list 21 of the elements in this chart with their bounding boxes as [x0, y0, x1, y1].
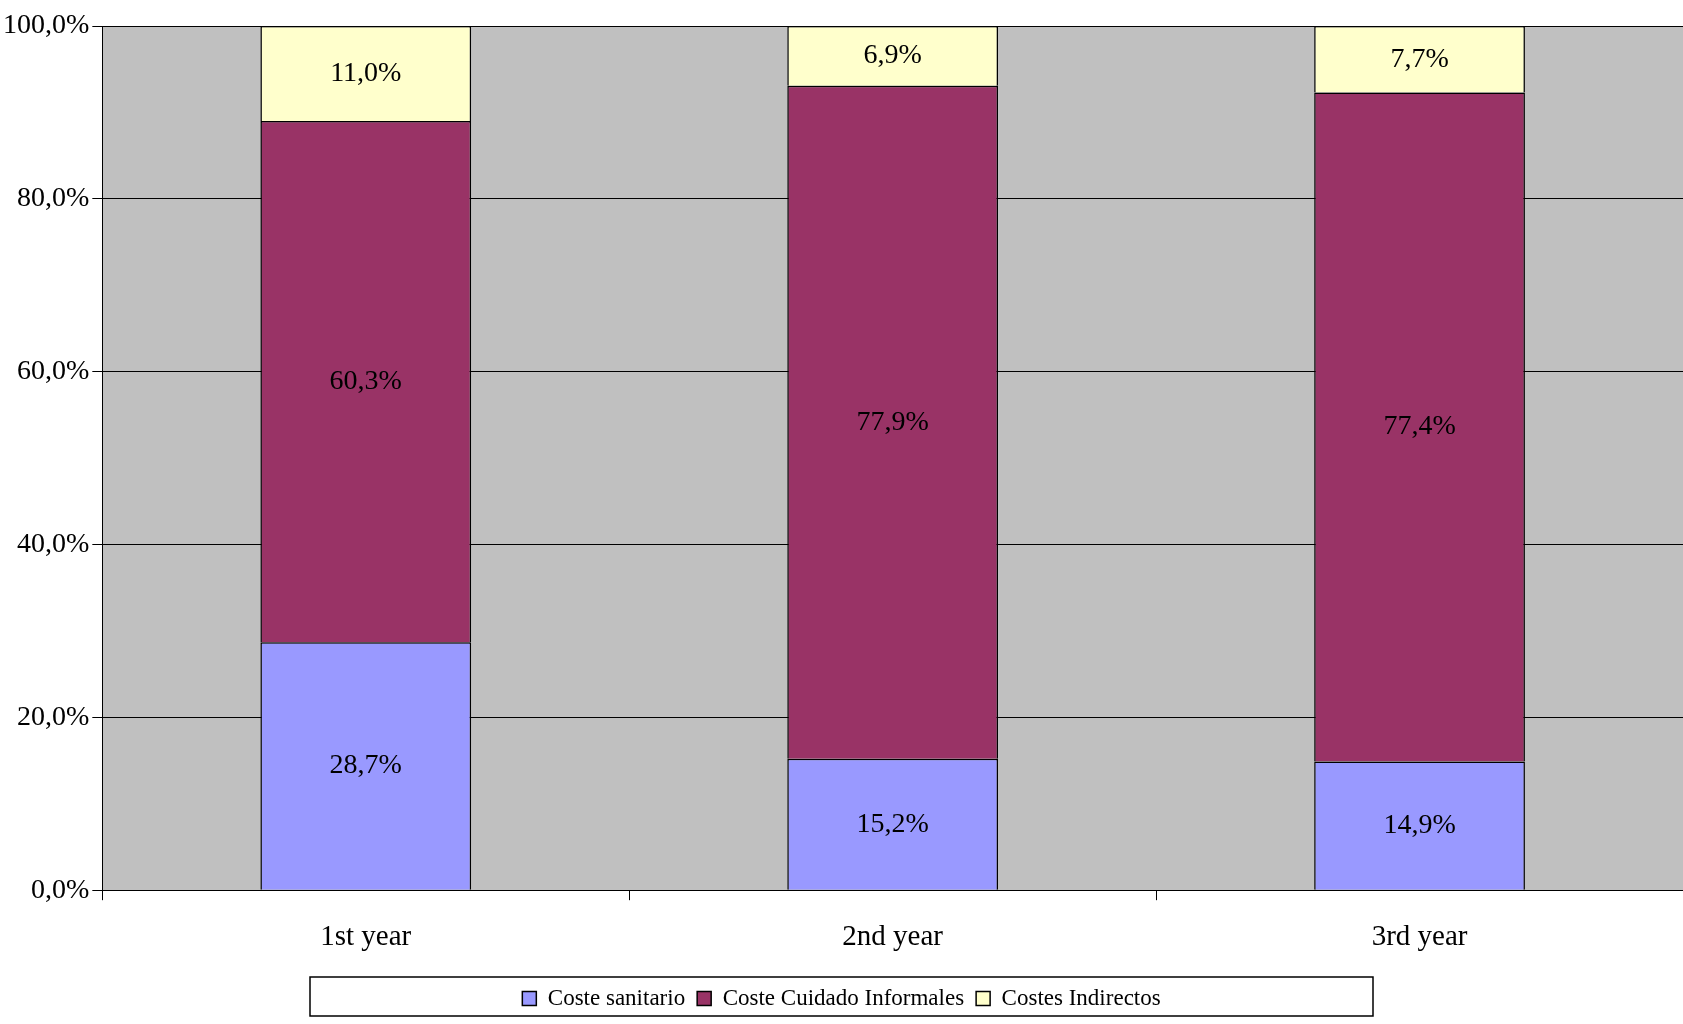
y-tick-label: 80,0% [17, 181, 90, 213]
x-tick-label: 3rd year [1371, 919, 1468, 952]
data-label: 15,2% [856, 806, 929, 838]
data-label: 77,9% [856, 404, 929, 436]
data-label: 28,7% [329, 748, 402, 780]
data-label: 11,0% [330, 55, 402, 87]
y-tick-label: 20,0% [17, 699, 90, 731]
x-tick-label: 1st year [320, 919, 412, 952]
y-tick-label: 0,0% [31, 872, 90, 904]
legend-label: Coste sanitario [547, 984, 686, 1010]
data-label: 6,9% [863, 38, 922, 70]
data-label: 7,7% [1390, 41, 1449, 73]
legend-label: Coste Cuidado Informales [722, 984, 965, 1010]
y-tick-label: 40,0% [17, 526, 90, 558]
data-label: 60,3% [329, 363, 402, 395]
legend-label: Costes Indirectos [1001, 984, 1161, 1010]
data-label: 14,9% [1383, 807, 1456, 839]
data-label: 77,4% [1383, 409, 1456, 441]
y-tick-label: 100,0% [3, 8, 90, 40]
x-tick-label: 2nd year [842, 919, 944, 952]
y-tick-label: 60,0% [17, 354, 90, 386]
